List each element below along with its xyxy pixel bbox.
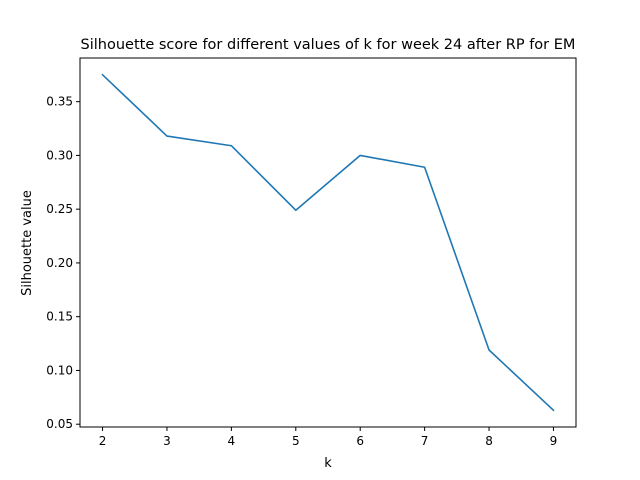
y-tick-label: 0.35 bbox=[46, 95, 73, 109]
x-tick-label: 3 bbox=[163, 434, 171, 448]
y-tick-label: 0.05 bbox=[46, 417, 73, 431]
y-tick-label: 0.20 bbox=[46, 256, 73, 270]
x-tick-label: 9 bbox=[550, 434, 558, 448]
plot-area-frame bbox=[79, 57, 577, 428]
x-axis-label: k bbox=[324, 456, 332, 471]
chart-title: Silhouette score for different values of… bbox=[81, 37, 576, 53]
x-tick-label: 8 bbox=[485, 434, 493, 448]
x-tick-label: 2 bbox=[99, 434, 107, 448]
y-tick-label: 0.15 bbox=[46, 310, 73, 324]
x-tick-label: 6 bbox=[356, 434, 364, 448]
x-tick-label: 4 bbox=[228, 434, 236, 448]
y-tick-label: 0.25 bbox=[46, 202, 73, 216]
y-tick-label: 0.30 bbox=[46, 148, 73, 162]
y-tick-label: 0.10 bbox=[46, 363, 73, 377]
x-tick-label: 7 bbox=[421, 434, 429, 448]
x-tick-label: 5 bbox=[292, 434, 300, 448]
series-line bbox=[101, 73, 555, 412]
y-axis-label: Silhouette value bbox=[20, 190, 35, 296]
